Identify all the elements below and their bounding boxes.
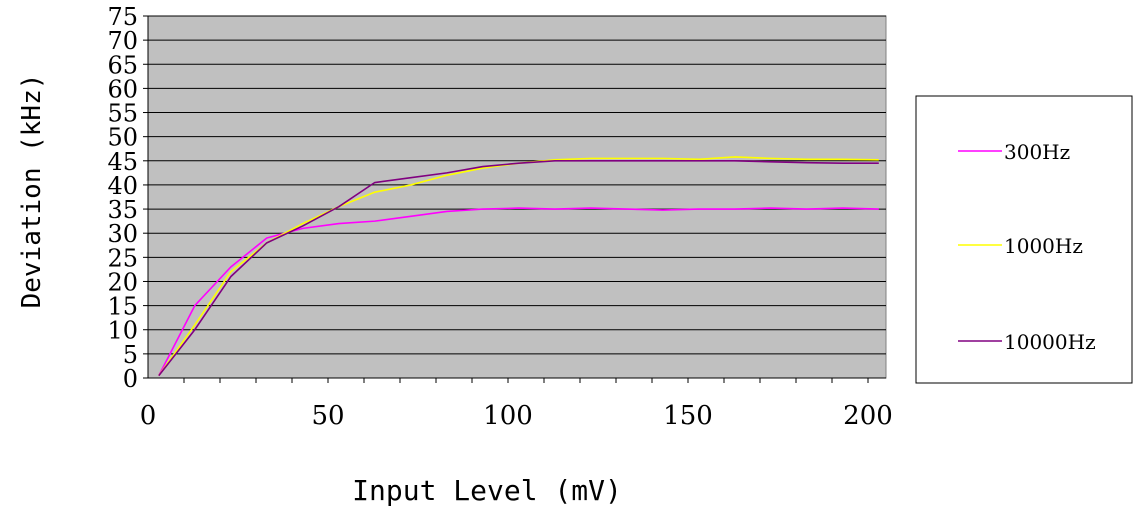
legend-label-300Hz: 300Hz [1004, 140, 1070, 164]
y-tick-label: 75 [107, 3, 138, 31]
y-tick-label: 0 [123, 365, 138, 393]
x-tick-label: 200 [843, 401, 893, 431]
y-tick-label: 15 [107, 293, 138, 321]
x-tick-label: 100 [483, 401, 533, 431]
plot-background [147, 15, 887, 379]
plot-area [147, 15, 887, 379]
y-tick-label: 60 [107, 75, 138, 103]
legend: 300Hz 1000Hz 10000Hz [915, 95, 1133, 384]
legend-box [915, 95, 1133, 384]
x-tick-label: 0 [140, 401, 157, 431]
legend-label-10000Hz: 10000Hz [1004, 330, 1096, 354]
y-tick-label: 45 [107, 148, 138, 176]
legend-label-1000Hz: 1000Hz [1004, 234, 1083, 258]
y-axis-title: Deviation (kHz) [17, 74, 47, 309]
y-tick-label: 35 [107, 196, 138, 224]
x-tick-label: 50 [311, 401, 344, 431]
y-tick-label: 40 [107, 172, 138, 200]
y-tick-label: 25 [107, 244, 138, 272]
y-tick-label: 70 [107, 27, 138, 55]
y-tick-label: 55 [107, 100, 138, 128]
series-line-300Hz [158, 207, 879, 376]
y-tick-label: 10 [107, 317, 138, 345]
y-tick-label: 20 [107, 268, 138, 296]
y-tick-label: 5 [123, 341, 138, 369]
y-tick-label: 50 [107, 124, 138, 152]
y-tick-label: 65 [107, 51, 138, 79]
x-tick-label: 150 [663, 401, 713, 431]
y-tick-label: 30 [107, 220, 138, 248]
x-axis-title: Input Level (mV) [352, 474, 622, 506]
series-line-10000Hz [158, 160, 879, 377]
